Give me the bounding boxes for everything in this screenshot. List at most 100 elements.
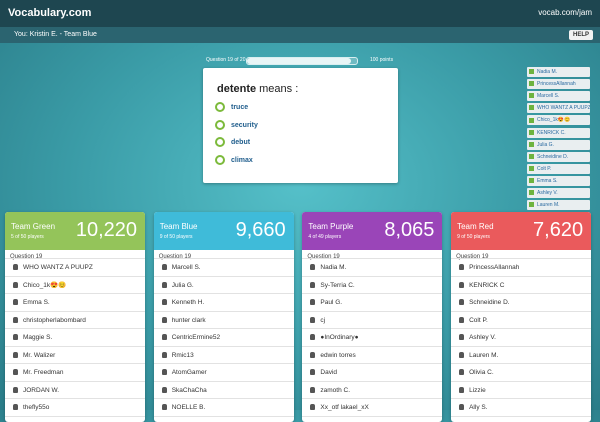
user: You: Kristin E. - Team Blue [14,31,97,38]
member-name: Paul G. [320,299,342,306]
member-icon [310,369,315,375]
member-name: David [320,369,337,376]
player-name: Julia G. [537,142,554,148]
member-row: dj [154,416,294,422]
player-icon [529,178,534,183]
member-icon [310,282,315,288]
member-icon [459,352,464,358]
team-players: 4 of 49 players [308,234,341,240]
member-row: susana mosquera [451,416,591,422]
sidebar-player: Schneidine D. [527,152,590,162]
member-row: David [302,363,442,381]
member-row: Sy-Terria C. [302,276,442,294]
choice-text[interactable]: climax [231,156,253,163]
player-icon [529,81,534,86]
member-icon [310,264,315,270]
player-icon [529,154,534,159]
choice-text[interactable]: security [231,121,258,128]
member-name: cj [320,317,325,324]
answer-choice[interactable]: debut [215,137,250,147]
radio[interactable] [215,120,225,130]
member-name: AtomGamer [172,369,207,376]
member-name: Chico_1k😍😊 [23,282,66,289]
choice-text[interactable]: debut [231,139,250,146]
member-row: Schneidine D. [451,293,591,311]
member-icon [162,317,167,323]
member-icon [162,369,167,375]
member-icon [162,282,167,288]
member-icon [13,352,18,358]
member-icon [162,264,167,270]
member-icon [310,387,315,393]
player-name: Nadia M. [537,69,557,75]
answer-choice[interactable]: security [215,120,258,130]
player-icon [529,118,534,123]
choice-text[interactable]: truce [231,104,248,111]
radio[interactable] [215,137,225,147]
member-name: CentricErmine52 [172,334,220,341]
member-row: Mr. Walizer [5,346,145,364]
radio[interactable] [215,155,225,165]
member-name: Mr. Freedman [23,369,63,376]
word: detente [217,83,256,95]
member-row: NOAH W. [302,416,442,422]
player-icon [529,130,534,135]
sidebar-player: KENRICK C. [527,128,590,138]
player-name: PrincessAllannah [537,81,576,87]
member-icon [459,264,464,270]
member-icon [459,317,464,323]
member-row: zamoth C. [302,381,442,399]
member-row: Nadia M. [302,258,442,276]
member-icon [162,352,167,358]
sidebar-player: Emma S. [527,176,590,186]
member-row: Rmic13 [154,346,294,364]
member-icon [459,334,464,340]
team-name: Team Purple [308,222,353,231]
member-name: Ashley V. [469,334,496,341]
member-row: ●InOrdinary● [302,328,442,346]
sidebar-player: WHO WANTZ A PUUPZ [527,103,590,113]
member-icon [459,282,464,288]
member-row: Olivia C. [451,363,591,381]
member-row: Lauren M. [451,346,591,364]
member-row: cj [302,311,442,329]
member-name: Kenneth H. [172,299,205,306]
member-icon [13,299,18,305]
member-name: JORDAN W. [23,387,59,394]
player-name: WHO WANTZ A PUUPZ [537,105,590,111]
answer-choice[interactable]: climax [215,155,253,165]
member-row: Maggie S. [5,328,145,346]
member-row: Ashley V. [451,328,591,346]
member-row: Emma S. [5,293,145,311]
member-row: christopherlabombard [5,311,145,329]
member-row: Chico_1k😍😊 [5,276,145,294]
member-icon [459,404,464,410]
logo[interactable]: Vocabulary.com [8,7,91,19]
member-row: Kenneth H. [154,293,294,311]
member-name: Maggie S. [23,334,52,341]
member-row: PrincessAllannah [451,258,591,276]
member-icon [459,299,464,305]
player-name: Ashley V. [537,190,558,196]
page: Vocabulary.com vocab.com/jam You: Kristi… [0,0,600,410]
member-name: Nadia M. [320,264,346,271]
member-name: hunter clark [172,317,206,324]
team-name: Team Blue [160,222,198,231]
member-row: KENRICK C [451,276,591,294]
member-row: AtomGamer [154,363,294,381]
member-icon [13,404,18,410]
member-icon [310,317,315,323]
sidebar-player: PrincessAllannah [527,79,590,89]
radio[interactable] [215,102,225,112]
question-number: Question 19 of 20 [206,57,245,63]
help-button[interactable]: HELP [569,30,593,40]
player-name: Lauren M. [537,202,560,208]
sidebar-player: Nadia M. [527,67,590,77]
answer-choice[interactable]: truce [215,102,248,112]
